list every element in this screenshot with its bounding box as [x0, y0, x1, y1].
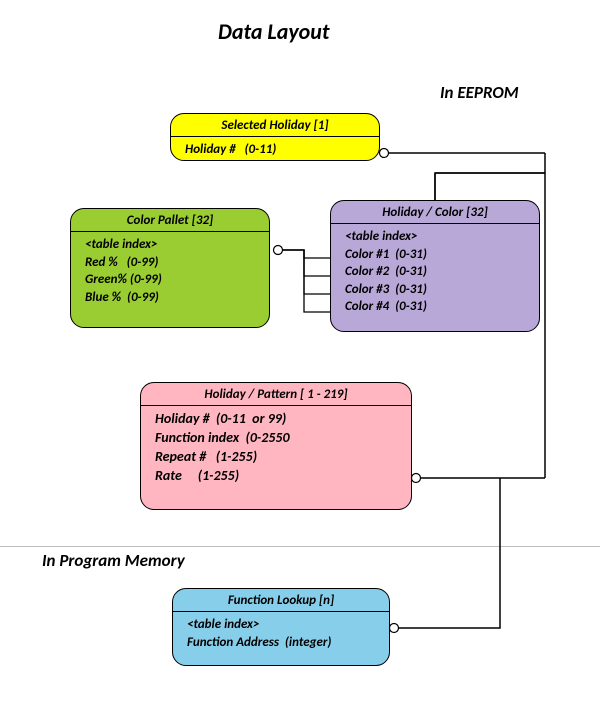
field-line: Red % (0-99)	[85, 254, 259, 272]
field-line: Repeat # (1-255)	[155, 448, 401, 467]
field-line: <table index>	[85, 236, 259, 254]
field-line: <table index>	[187, 616, 379, 634]
field-line: Function Address (integer)	[187, 634, 379, 652]
field-line: Function index (0-2550	[155, 429, 401, 448]
box-color-pallet-body: <table index>Red % (0-99)Green% (0-99)Bl…	[71, 232, 269, 314]
box-color-pallet-title: Color Pallet [32]	[71, 209, 269, 232]
label-in-eeprom: In EEPROM	[440, 82, 519, 103]
box-holiday-color-title: Holiday / Color [32]	[331, 201, 539, 224]
box-color-pallet: Color Pallet [32] <table index>Red % (0-…	[70, 208, 270, 328]
box-function-lookup-body: <table index>Function Address (integer)	[173, 612, 389, 659]
box-selected-holiday-body: Holiday # (0-11)	[171, 137, 379, 167]
box-holiday-color: Holiday / Color [32] <table index>Color …	[330, 200, 540, 332]
box-selected-holiday: Selected Holiday [1] Holiday # (0-11)	[170, 113, 380, 161]
box-holiday-color-body: <table index>Color #1 (0-31)Color #2 (0-…	[331, 224, 539, 324]
memory-divider	[0, 546, 600, 547]
field-line: Green% (0-99)	[85, 271, 259, 289]
field-line: Color #2 (0-31)	[345, 263, 529, 281]
field-line: Holiday # (0-11 or 99)	[155, 410, 401, 429]
field-line: Blue % (0-99)	[85, 289, 259, 307]
page-title: Data Layout	[218, 18, 330, 45]
box-holiday-pattern-title: Holiday / Pattern [ 1 - 219]	[141, 383, 411, 406]
field-line: Rate (1-255)	[155, 467, 401, 486]
label-in-program-memory: In Program Memory	[42, 550, 185, 571]
box-function-lookup-title: Function Lookup [n]	[173, 589, 389, 612]
field-line: Holiday # (0-11)	[185, 141, 369, 159]
field-line: Color #4 (0-31)	[345, 298, 529, 316]
box-holiday-pattern-body: Holiday # (0-11 or 99)Function index (0-…	[141, 406, 411, 494]
box-holiday-pattern: Holiday / Pattern [ 1 - 219] Holiday # (…	[140, 382, 412, 510]
field-line: Color #1 (0-31)	[345, 246, 529, 264]
field-line: <table index>	[345, 228, 529, 246]
box-function-lookup: Function Lookup [n] <table index>Functio…	[172, 588, 390, 666]
field-line: Color #3 (0-31)	[345, 281, 529, 299]
box-selected-holiday-title: Selected Holiday [1]	[171, 114, 379, 137]
